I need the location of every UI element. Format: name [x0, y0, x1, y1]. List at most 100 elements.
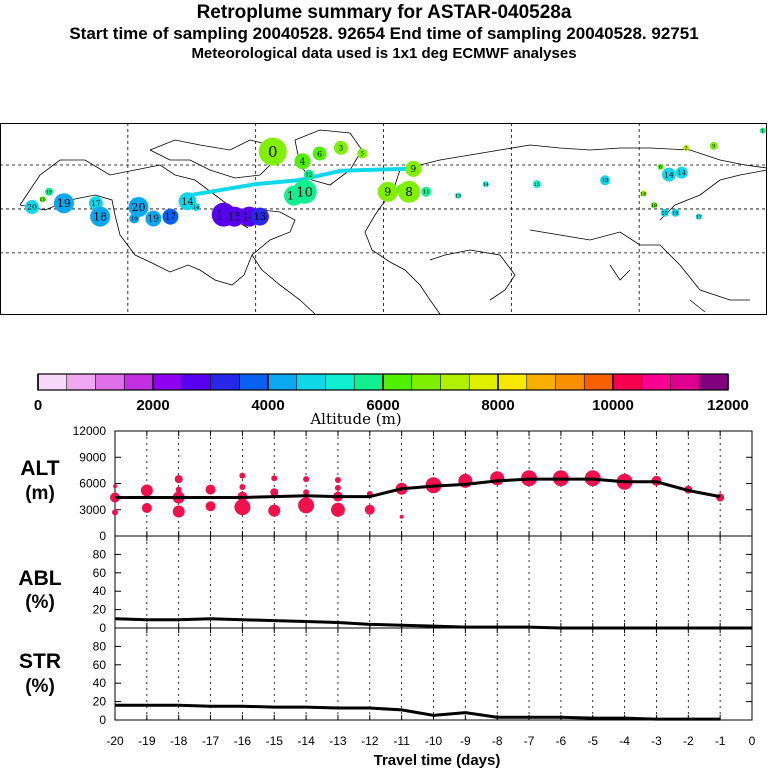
plot-title: Retroplume summary for ASTAR-040528a [196, 2, 572, 23]
map-point-label: 0 [268, 143, 278, 161]
colorbar-swatch [66, 374, 96, 390]
x-tick-label: -18 [170, 734, 188, 748]
sampling-times: Start time of sampling 20040528. 92654 E… [69, 24, 699, 43]
map-plume-point [377, 181, 398, 202]
colorbar-tick-label: 10000 [592, 397, 634, 414]
colorbar-swatch [555, 374, 585, 390]
x-tick-label: -13 [329, 734, 347, 748]
map-plume-point [162, 208, 179, 225]
coastline [399, 144, 768, 171]
coastline [19, 159, 296, 286]
x-tick-label: -12 [361, 734, 379, 748]
alt-panel: 0 3000 6000 9000 12000 [73, 424, 753, 543]
colorbar-tick-label: 12000 [707, 397, 749, 414]
y-tick-label: 0 [99, 529, 106, 543]
colorbar-swatch [498, 374, 528, 390]
x-tick-label: -17 [202, 734, 220, 748]
scatter-point [174, 475, 183, 484]
colorbar-swatch [469, 374, 499, 390]
colorbar-swatch [699, 374, 729, 390]
x-tick-label: -4 [619, 734, 630, 748]
map-point-label: 19 [148, 215, 159, 225]
colorbar-swatch [124, 374, 154, 390]
colorbar-swatch [268, 374, 298, 390]
colorbar-tick-label: 6000 [366, 397, 399, 414]
map-point-label: 20 [662, 211, 668, 217]
scatter-point [268, 504, 281, 517]
scatter-point [112, 509, 118, 516]
y-tick-label: 0 [99, 713, 106, 727]
map-plume-point [421, 186, 432, 197]
colorbar-swatch [670, 374, 700, 390]
scatter-point [490, 471, 505, 486]
scatter-point [172, 505, 185, 518]
x-tick-label: -10 [425, 734, 443, 748]
coastline [429, 249, 516, 301]
map-point-label: 6 [317, 149, 322, 158]
scatter-point [270, 488, 279, 497]
map-plume-point [600, 175, 611, 186]
map-plume-point [405, 160, 422, 177]
map-plume-point [178, 192, 197, 211]
map-point-label: 3 [338, 144, 343, 153]
colorbar-swatch [95, 374, 125, 390]
x-tick-label: -2 [683, 734, 694, 748]
y-tick-label: 60 [93, 658, 107, 672]
colorbar-swatch [181, 374, 211, 390]
met-data-note: Meteorological data used is 1x1 deg ECMW… [191, 45, 577, 62]
map-plume-point [671, 208, 680, 217]
colorbar-swatch [440, 374, 470, 390]
map-point-label: 15 [534, 182, 540, 188]
map-point-label: 6 [659, 165, 662, 171]
map-plume-point [683, 144, 690, 151]
abl-unit: (%) [25, 592, 55, 613]
y-tick-label: 60 [93, 566, 107, 580]
x-tick-label: -11 [393, 734, 410, 748]
map-point-label: 14 [193, 205, 199, 211]
str-title: STR [19, 650, 61, 673]
map-plume-point [303, 169, 314, 180]
map-plume-point [675, 166, 688, 179]
map-plume-point [482, 181, 489, 188]
map-point-label: 18 [46, 190, 52, 196]
map-plume-point [455, 192, 462, 199]
map-plume-point [640, 190, 647, 197]
abl-panel: 0 20 40 60 80 [93, 535, 753, 635]
colorbar-swatch [210, 374, 240, 390]
map-point-label: 1 [761, 128, 764, 134]
map-plume-point [129, 213, 140, 224]
y-tick-label: 40 [93, 676, 107, 690]
coastline [251, 254, 316, 315]
map-point-label: 18 [93, 210, 107, 223]
map-point-label: 14 [483, 182, 489, 188]
colorbar-swatch [526, 374, 556, 390]
x-tick-label: -20 [106, 734, 124, 748]
x-tick-label: -9 [460, 734, 471, 748]
colorbar-swatch [354, 374, 384, 390]
map-point-label: 4 [300, 157, 306, 167]
x-tick-label: -6 [556, 734, 567, 748]
scatter-point [399, 514, 404, 519]
y-tick-label: 12000 [73, 424, 107, 438]
map-point-label: 2 [684, 146, 687, 152]
map-plume-point [357, 148, 368, 159]
scatter-point [140, 484, 153, 497]
map-point-label: 14 [181, 197, 194, 208]
colorbar-tick-label: 2000 [136, 397, 169, 414]
map-point-label: 16 [640, 191, 646, 197]
map-plume-point [45, 187, 54, 196]
map-plume-point [695, 213, 702, 220]
map-plume-point [292, 179, 317, 204]
x-axis-title: Travel time (days) [374, 752, 501, 768]
map-plume-point [759, 127, 766, 134]
map-point-label: 17 [91, 199, 101, 208]
scatter-point [303, 476, 310, 483]
map-plume-point [192, 203, 201, 212]
coastline [529, 229, 750, 301]
y-tick-label: 40 [93, 584, 107, 598]
scatter-point [205, 501, 216, 512]
y-tick-label: 80 [93, 639, 107, 653]
colorbar-swatch [641, 374, 671, 390]
colorbar-swatch [38, 374, 68, 390]
map-plume-point [398, 180, 421, 203]
